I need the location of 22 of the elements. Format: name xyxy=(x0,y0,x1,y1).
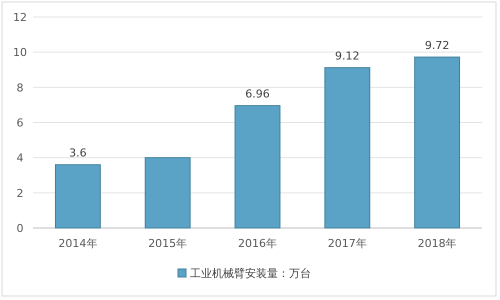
y-tick-label: 12 xyxy=(13,11,27,24)
x-tick-label: 2017年 xyxy=(328,237,367,250)
x-tick-label: 2018年 xyxy=(418,237,457,250)
data-label: 9.72 xyxy=(424,39,450,52)
x-tick-label: 2016年 xyxy=(238,237,277,250)
bar xyxy=(144,157,191,228)
y-tick-label: 6 xyxy=(16,116,24,130)
legend: 工业机械臂安装量：万台 xyxy=(178,267,311,280)
y-tick-label: 10 xyxy=(13,46,27,60)
y-tick-label: 0 xyxy=(16,222,24,235)
y-tick-label: 2 xyxy=(16,186,24,200)
x-tick-label: 2014年 xyxy=(58,237,98,250)
bar xyxy=(324,67,370,228)
y-tick-label: 8 xyxy=(16,81,24,94)
y-tick-label: 4 xyxy=(16,152,24,165)
bar xyxy=(234,105,280,228)
data-label: 9.12 xyxy=(335,50,360,63)
x-tick-label: 2015年 xyxy=(148,237,188,250)
data-label: 6.96 xyxy=(245,88,270,101)
bar xyxy=(54,164,101,228)
data-label: 3.6 xyxy=(69,146,87,160)
bar xyxy=(414,56,460,228)
